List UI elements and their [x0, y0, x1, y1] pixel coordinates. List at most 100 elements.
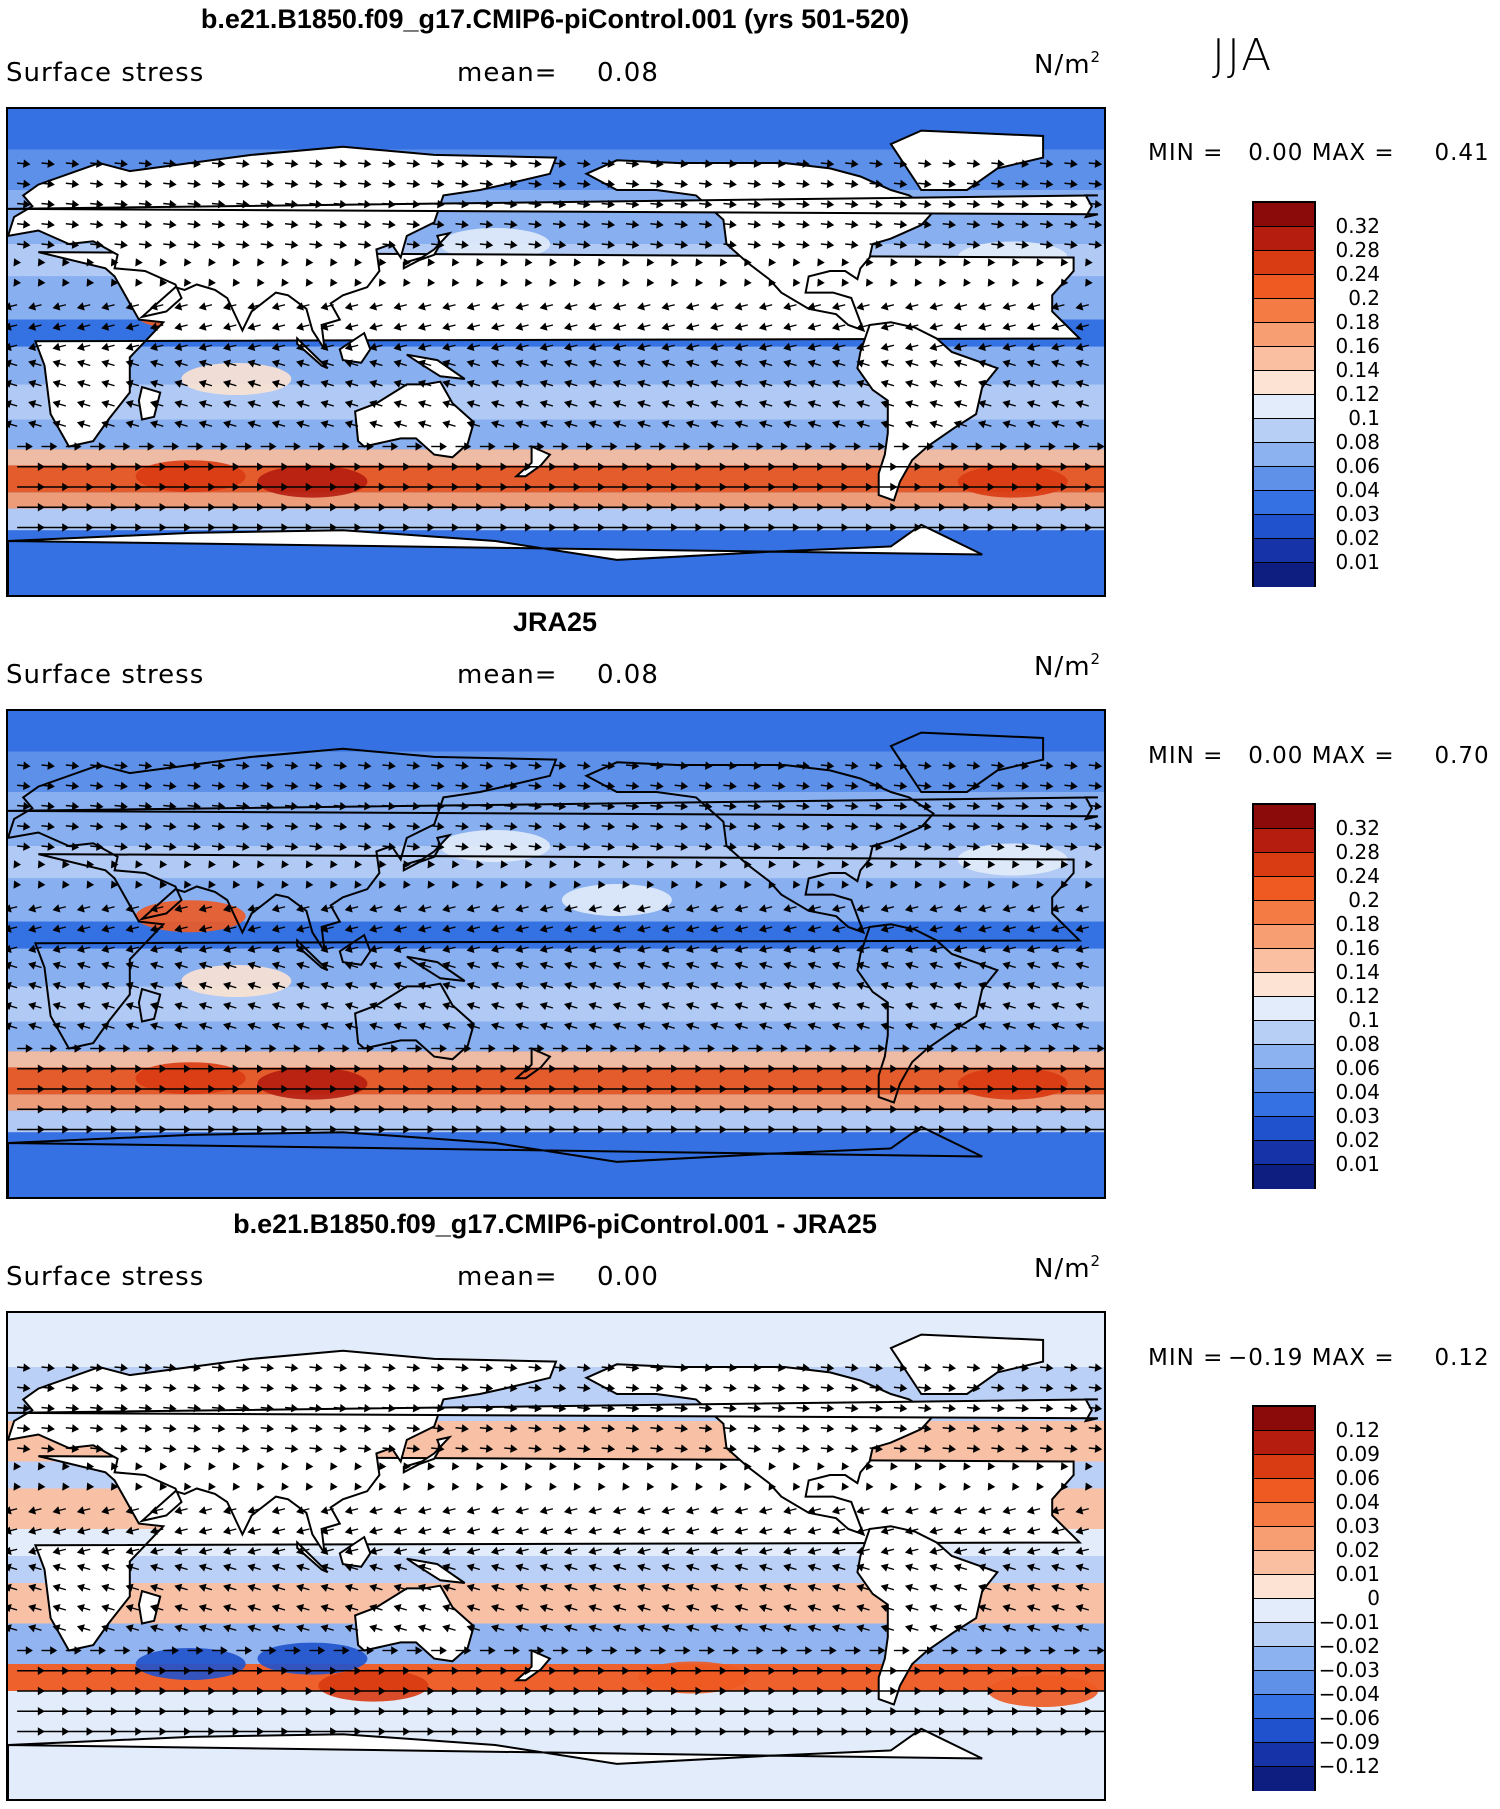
colorbar-tick-label: 0.2	[1348, 286, 1380, 310]
colorbar-tick-label: 0.16	[1335, 936, 1380, 960]
colorbar-swatch	[1254, 275, 1314, 299]
colorbar-tick-label: −0.06	[1318, 1706, 1380, 1730]
colorbar-swatch	[1254, 1623, 1314, 1647]
colorbar-swatch	[1254, 443, 1314, 467]
colorbar-tick-label: 0.2	[1348, 888, 1380, 912]
mean-value: 0.08	[597, 58, 659, 88]
colorbar-swatch	[1254, 1719, 1314, 1743]
colorbar-swatch	[1254, 805, 1314, 829]
colorbar-tick-label: 0.04	[1335, 1490, 1380, 1514]
colorbar-tick-label: 0.28	[1335, 840, 1380, 864]
colorbar-swatch	[1254, 829, 1314, 853]
min-max-readout: MIN = −0.19 MAX = 0.12	[1148, 1345, 1490, 1371]
stress-map	[6, 1311, 1106, 1801]
panel-title: b.e21.B1850.f09_g17.CMIP6-piControl.001 …	[233, 1209, 877, 1239]
colorbar-swatch	[1254, 1527, 1314, 1551]
colorbar-tick-label: 0.03	[1335, 1514, 1380, 1538]
colorbar-tick-label: 0.1	[1348, 1008, 1380, 1032]
colorbar-tick-label: 0.06	[1335, 1466, 1380, 1490]
colorbar-tick-label: 0.02	[1335, 1128, 1380, 1152]
colorbar-swatch	[1254, 1431, 1314, 1455]
colorbar-swatch	[1254, 1767, 1314, 1791]
colorbar-swatch	[1254, 1695, 1314, 1719]
colorbar-swatch	[1254, 347, 1314, 371]
colorbar-swatch	[1254, 203, 1314, 227]
mean-value: 0.00	[597, 1262, 659, 1292]
colorbar-swatch	[1254, 539, 1314, 563]
colorbar-tick-label: −0.12	[1318, 1754, 1380, 1778]
colorbar-tick-label: 0.01	[1335, 1152, 1380, 1176]
colorbar-tick-label: 0.12	[1335, 1418, 1380, 1442]
colorbar-swatch	[1254, 299, 1314, 323]
panel-title: JRA25	[512, 607, 598, 637]
colorbar-swatch	[1254, 1407, 1314, 1431]
colorbar-swatch	[1254, 251, 1314, 275]
colorbar-swatch	[1254, 925, 1314, 949]
colorbar	[1252, 803, 1316, 1189]
colorbar-swatch	[1254, 1743, 1314, 1767]
colorbar-tick-label: 0.03	[1335, 1104, 1380, 1128]
colorbar-swatch	[1254, 1551, 1314, 1575]
stress-map	[6, 709, 1106, 1199]
mean-label: mean=	[457, 660, 558, 690]
colorbar-tick-label: −0.03	[1318, 1658, 1380, 1682]
mean-label: mean=	[457, 58, 558, 88]
colorbar-swatch	[1254, 853, 1314, 877]
colorbar-tick-label: −0.01	[1318, 1610, 1380, 1634]
colorbar-swatch	[1254, 877, 1314, 901]
colorbar-swatch	[1254, 901, 1314, 925]
colorbar-swatch	[1254, 1599, 1314, 1623]
colorbar-tick-label: 0.09	[1335, 1442, 1380, 1466]
colorbar-swatch	[1254, 949, 1314, 973]
colorbar-tick-label: 0.01	[1335, 550, 1380, 574]
colorbar-swatch	[1254, 371, 1314, 395]
colorbar-tick-label: 0.01	[1335, 1562, 1380, 1586]
colorbar-tick-label: 0.08	[1335, 430, 1380, 454]
colorbar-swatch	[1254, 467, 1314, 491]
stress-map	[6, 107, 1106, 597]
colorbar-swatch	[1254, 563, 1314, 587]
colorbar-swatch	[1254, 491, 1314, 515]
colorbar-swatch	[1254, 227, 1314, 251]
colorbar-swatch	[1254, 1093, 1314, 1117]
colorbar-swatch	[1254, 1141, 1314, 1165]
colorbar-tick-label: 0.1	[1348, 406, 1380, 430]
colorbar-tick-label: 0.16	[1335, 334, 1380, 358]
colorbar-swatch	[1254, 1575, 1314, 1599]
colorbar-swatch	[1254, 997, 1314, 1021]
colorbar-swatch	[1254, 1671, 1314, 1695]
colorbar-swatch	[1254, 1647, 1314, 1671]
colorbar-tick-label: −0.09	[1318, 1730, 1380, 1754]
colorbar-tick-label: 0.04	[1335, 478, 1380, 502]
colorbar-swatch	[1254, 1503, 1314, 1527]
colorbar-tick-label: 0.24	[1335, 864, 1380, 888]
colorbar-tick-label: −0.02	[1318, 1634, 1380, 1658]
colorbar-tick-label: 0.12	[1335, 382, 1380, 406]
colorbar-swatch	[1254, 1479, 1314, 1503]
colorbar-swatch	[1254, 395, 1314, 419]
units-label: N/m2	[1034, 48, 1102, 80]
colorbar-swatch	[1254, 1455, 1314, 1479]
colorbar	[1252, 201, 1316, 587]
season-label: JJA	[1212, 30, 1274, 81]
mean-label: mean=	[457, 1262, 558, 1292]
colorbar-tick-label: 0.14	[1335, 960, 1380, 984]
min-max-readout: MIN = 0.00 MAX = 0.41	[1148, 140, 1490, 166]
panel-title: b.e21.B1850.f09_g17.CMIP6-piControl.001 …	[200, 4, 910, 34]
colorbar-swatch	[1254, 1069, 1314, 1093]
colorbar-tick-label: −0.04	[1318, 1682, 1380, 1706]
variable-label: Surface stress	[6, 1262, 205, 1292]
colorbar-tick-label: 0.18	[1335, 310, 1380, 334]
colorbar-swatch	[1254, 515, 1314, 539]
colorbar-tick-label: 0.06	[1335, 1056, 1380, 1080]
colorbar-tick-label: 0.12	[1335, 984, 1380, 1008]
colorbar-swatch	[1254, 1045, 1314, 1069]
colorbar-tick-label: 0.28	[1335, 238, 1380, 262]
colorbar-tick-label: 0.03	[1335, 502, 1380, 526]
units-label: N/m2	[1034, 650, 1102, 682]
colorbar-swatch	[1254, 973, 1314, 997]
colorbar	[1252, 1405, 1316, 1791]
colorbar-tick-label: 0.06	[1335, 454, 1380, 478]
colorbar-tick-label: 0.02	[1335, 1538, 1380, 1562]
colorbar-swatch	[1254, 323, 1314, 347]
